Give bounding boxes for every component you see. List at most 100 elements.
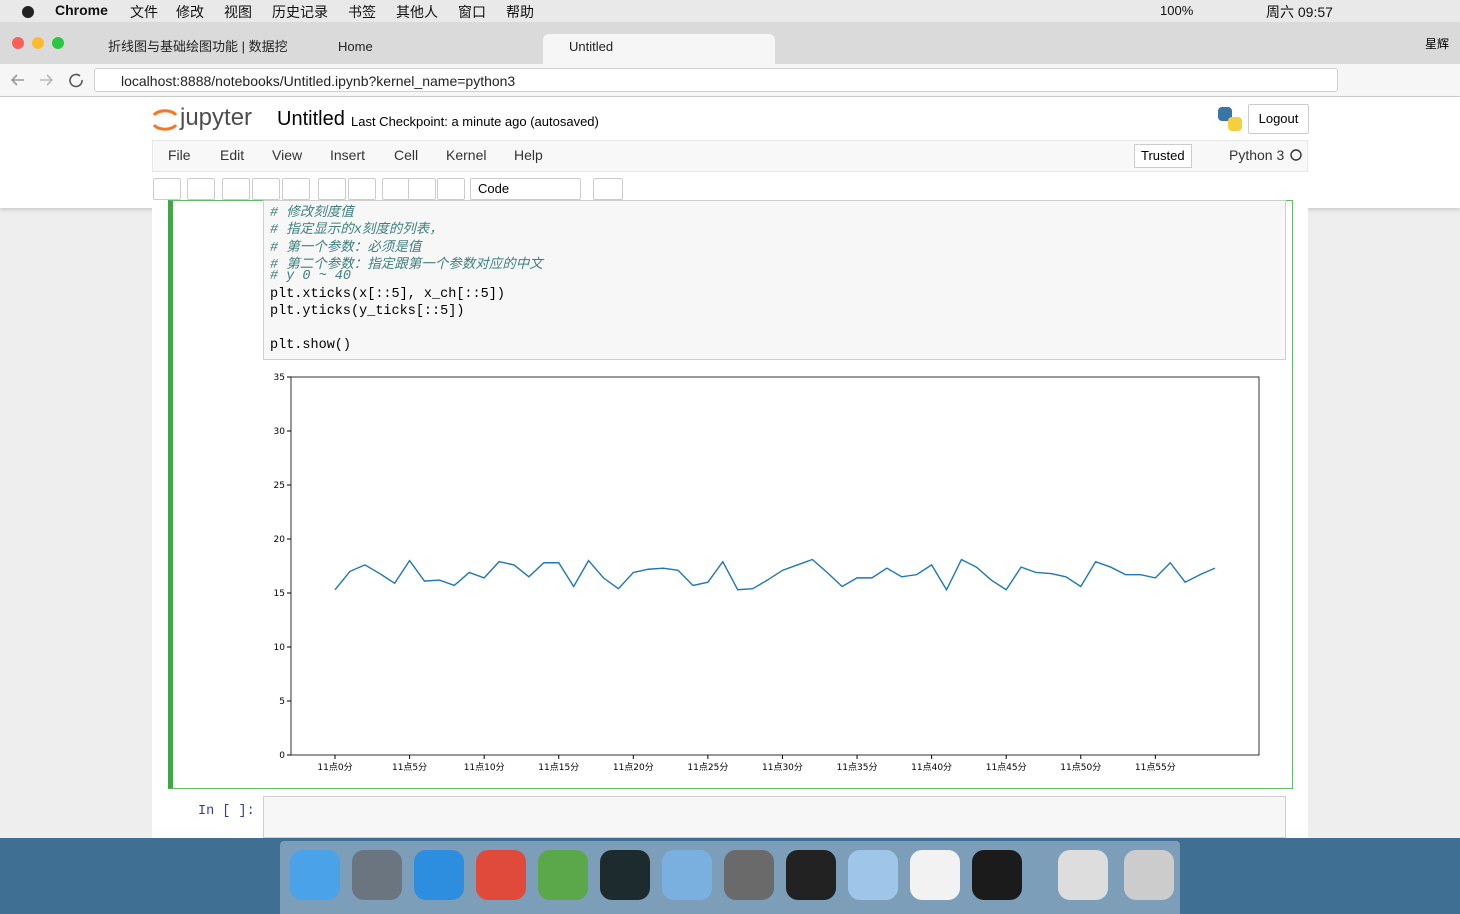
logout-button[interactable]: Logout	[1248, 104, 1309, 134]
dock-icon[interactable]	[910, 850, 960, 900]
notebook-menu-item[interactable]: Help	[514, 147, 543, 163]
toolbar-button[interactable]	[252, 178, 280, 200]
profile[interactable]: 星辉	[1425, 37, 1450, 51]
x-tick-label: 11点45分	[986, 762, 1027, 773]
toolbar-button[interactable]	[282, 178, 310, 200]
dock-icon[interactable]	[538, 850, 588, 900]
toolbar-button[interactable]	[437, 178, 465, 200]
y-tick-label: 10	[274, 643, 286, 653]
tab-title: 折线图与基础绘图功能 | 数据挖	[108, 39, 288, 54]
plot-frame	[290, 376, 1260, 756]
browser-tab[interactable]: Home	[312, 34, 540, 64]
dock-icon[interactable]	[662, 850, 712, 900]
notebook-name[interactable]: Untitled	[277, 108, 345, 130]
code-line: # 第二个参数：指定跟第一个参数对应的中文	[270, 257, 543, 273]
toolbar-button[interactable]	[318, 178, 346, 200]
x-tick-label: 11点30分	[762, 762, 803, 773]
code-line: plt.xticks(x[::5], x_ch[::5])	[270, 286, 505, 302]
x-tick-label: 11点20分	[613, 762, 654, 773]
y-tick-label: 30	[274, 427, 286, 437]
trusted-indicator[interactable]: Trusted	[1134, 144, 1192, 168]
browser-tab[interactable]: Untitled	[543, 34, 775, 64]
battery: 100%	[1160, 3, 1194, 18]
x-tick-label: 11点40分	[911, 762, 952, 773]
dock-icon[interactable]	[786, 850, 836, 900]
dock-icon[interactable]	[290, 850, 340, 900]
x-tick-label: 11点10分	[464, 762, 505, 773]
menu-item[interactable]: 修改	[176, 4, 204, 20]
notebook-menu-item[interactable]: Edit	[220, 147, 245, 163]
chart: 0 5 10 15 20 25 30 35 11点0分 11点5分 11点10分 11点15分 11点2…	[274, 373, 1260, 773]
dock-icon[interactable]	[724, 850, 774, 900]
apple-logo	[22, 6, 34, 18]
code-line: # 第一个参数：必须是值	[270, 240, 422, 256]
dock-icon[interactable]	[848, 850, 898, 900]
dock-icon[interactable]	[352, 850, 402, 900]
data-line	[334, 558, 1216, 592]
window-controls	[12, 37, 64, 49]
y-tick-label: 5	[279, 697, 285, 707]
code-line: # y 0 ~ 40	[270, 269, 352, 285]
menu-item[interactable]: 文件	[130, 4, 158, 20]
toolbar-button[interactable]	[187, 178, 215, 200]
menu-item[interactable]: 窗口	[458, 4, 486, 20]
notebook-menu-item[interactable]: Kernel	[446, 147, 487, 163]
toolbar-button[interactable]	[348, 178, 376, 200]
x-tick-label: 11点35分	[837, 762, 878, 773]
header-mask	[0, 96, 1460, 208]
code-line: plt.yticks(y_ticks[::5])	[270, 303, 465, 319]
menu-bar: Chrome 100% 周六 09:57 文件 修改 视图 历史记录 书签 其他人 窗口 帮助	[0, 0, 1460, 22]
x-tick-label: 11点25分	[687, 762, 728, 773]
dock	[280, 841, 1180, 914]
nav-buttons[interactable]	[10, 72, 90, 88]
notebook-menu-item[interactable]: File	[168, 147, 191, 163]
code-area[interactable]	[263, 200, 1286, 360]
menu-item[interactable]: 历史记录	[272, 4, 328, 20]
y-tick-label: 20	[274, 535, 286, 545]
y-tick-label: 0	[279, 751, 285, 761]
notebook-menu-item[interactable]: View	[272, 147, 303, 163]
y-tick-label: 15	[274, 589, 285, 599]
code-line: # 指定显示的x刻度的列表，	[270, 223, 443, 239]
toolbar-button[interactable]	[593, 178, 623, 200]
kernel-status	[1290, 149, 1302, 161]
menu-item[interactable]: 其他人	[396, 4, 438, 20]
dock-icon[interactable]	[1058, 850, 1108, 900]
y-tick-label: 35	[274, 373, 285, 383]
notebook-menu-item[interactable]: Insert	[330, 147, 366, 163]
x-tick-label: 11点0分	[317, 762, 352, 773]
dock-icon[interactable]	[414, 850, 464, 900]
dock-icon[interactable]	[476, 850, 526, 900]
cell-type-select[interactable]: Code	[470, 178, 581, 200]
code-line: # 修改刻度值	[270, 206, 354, 221]
empty-cell[interactable]	[263, 796, 1286, 838]
input-prompt: In [ ]:	[198, 804, 255, 819]
y-tick-label: 25	[274, 481, 285, 491]
notebook-menu-item[interactable]: Cell	[394, 147, 419, 163]
menu-item[interactable]: 书签	[348, 4, 376, 20]
menu-item[interactable]: 帮助	[506, 4, 534, 20]
browser-tab[interactable]: 折线图与基础绘图功能 | 数据挖	[82, 34, 308, 64]
menu-item[interactable]: 视图	[224, 4, 252, 20]
tab-title: Untitled	[569, 39, 614, 54]
toolbar-button[interactable]	[153, 178, 181, 200]
dock-icon[interactable]	[972, 850, 1022, 900]
app-name[interactable]: Chrome	[55, 2, 108, 18]
python-logo	[1218, 107, 1242, 131]
toolbar-button[interactable]	[222, 178, 250, 200]
url-field[interactable]: localhost:8888/notebooks/Untitled.ipynb?…	[94, 68, 1338, 92]
jupyter-logo-icon	[152, 109, 178, 131]
clock[interactable]: 周六 09:57	[1266, 4, 1333, 20]
dock-icon[interactable]	[600, 850, 650, 900]
code-line: plt.show()	[270, 338, 352, 354]
kernel-name: Python 3	[1229, 147, 1285, 163]
x-tick-label: 11点15分	[538, 762, 579, 773]
jupyter-logo[interactable]: jupyter	[180, 104, 253, 131]
menu-bar-bg	[152, 140, 1308, 172]
x-tick-label: 11点5分	[392, 762, 427, 773]
dock-icon[interactable]	[1124, 850, 1174, 900]
x-tick-label: 11点55分	[1135, 762, 1176, 773]
toolbar-button[interactable]	[408, 178, 436, 200]
checkpoint: Last Checkpoint: a minute ago (autosaved…	[351, 114, 599, 129]
